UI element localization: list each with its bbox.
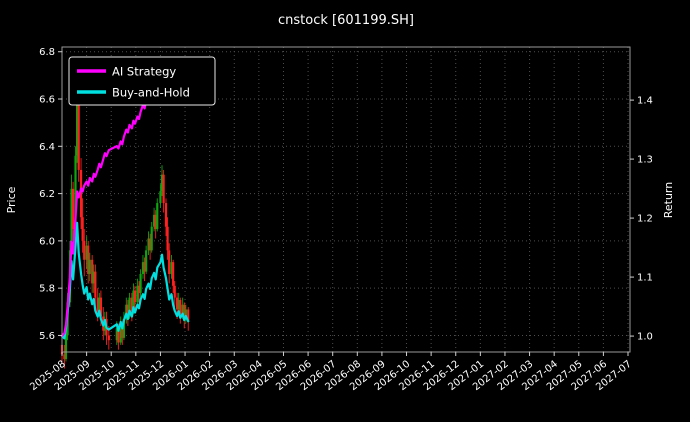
candle-body — [183, 304, 186, 319]
y-tick-label-left: 5.6 — [39, 331, 55, 342]
candle-body — [184, 309, 187, 319]
legend: AI Strategy Buy-and-Hold — [68, 56, 216, 106]
y-tick-label-right: 1.0 — [637, 332, 653, 343]
candle-body — [125, 304, 128, 319]
candle-body — [143, 262, 146, 272]
chart-title: cnstock [601199.SH] — [278, 13, 414, 28]
candle-body — [83, 240, 86, 260]
candle-body — [141, 262, 145, 274]
candle-body — [122, 318, 126, 338]
candle-body — [107, 335, 110, 341]
candle-body — [164, 203, 168, 227]
y-tick-label-left: 6.0 — [39, 236, 55, 247]
candle-body — [160, 174, 164, 192]
candle-body — [179, 299, 182, 315]
candle-body — [166, 226, 169, 251]
candle-body — [64, 335, 68, 360]
grid — [61, 47, 630, 352]
candle-body — [70, 188, 73, 251]
candle-body — [149, 238, 152, 251]
candle-body — [187, 309, 190, 322]
y-tick-label-left: 6.8 — [39, 47, 55, 58]
candle-body — [159, 191, 162, 204]
candle-body — [92, 271, 95, 284]
candle-body — [173, 285, 176, 298]
candle-body — [132, 290, 135, 312]
candle-body — [154, 214, 157, 230]
candle-body — [85, 245, 88, 260]
candle-body — [152, 214, 156, 227]
candle-body — [72, 188, 75, 230]
candle-body — [172, 262, 175, 286]
candle-body — [181, 304, 184, 315]
candle-body — [115, 328, 118, 341]
y-tick-label-left: 6.2 — [39, 189, 55, 200]
y-tick-label-left: 5.8 — [39, 284, 55, 295]
candle-body — [74, 155, 77, 230]
candle-body — [75, 103, 79, 156]
candle-body — [168, 250, 171, 274]
buy-and-hold-polyline — [60, 221, 190, 340]
candle-body — [130, 297, 133, 312]
candlestick-series — [60, 75, 190, 369]
price-axis-label: Price — [5, 186, 18, 213]
y-tick-label-left: 6.6 — [39, 95, 55, 106]
candle-body — [94, 271, 97, 298]
candle-body — [81, 217, 84, 241]
candle-body — [63, 354, 66, 360]
candle-body — [128, 297, 131, 317]
candle-body — [88, 259, 91, 274]
plot-border — [61, 46, 631, 353]
candle-body — [176, 297, 179, 310]
candle-body — [87, 245, 90, 274]
legend-label-buy-and-hold: Buy-and-Hold — [112, 86, 190, 100]
y-tick-label-right: 1.4 — [637, 96, 653, 107]
candle-body — [98, 297, 101, 312]
y-tick-label-right: 1.1 — [637, 273, 653, 284]
candle-body — [147, 238, 150, 251]
candle-body — [99, 297, 102, 317]
candle-body — [121, 323, 124, 338]
candle-body — [119, 323, 122, 343]
candle-body — [139, 273, 142, 293]
candle-body — [170, 262, 173, 274]
legend-label-ai-strategy: AI Strategy — [112, 65, 176, 79]
candle-body — [177, 299, 180, 310]
buy-and-hold-line — [60, 221, 190, 340]
candle-body — [91, 259, 94, 284]
y-tick-label-right: 1.2 — [637, 214, 653, 225]
return-axis-label: Return — [662, 182, 675, 219]
candle-body — [77, 103, 80, 170]
candle-body — [136, 285, 139, 303]
candle-body — [162, 174, 165, 204]
candle-body — [126, 304, 129, 317]
y-tick-label-right: 1.3 — [637, 155, 653, 166]
candle-body — [150, 226, 153, 251]
candle-body — [117, 328, 120, 343]
candle-body — [133, 290, 137, 303]
y-tick-label-left: 6.4 — [39, 142, 55, 153]
candle-body — [79, 169, 83, 218]
candle-body — [137, 285, 141, 293]
candle-body — [156, 203, 159, 230]
candle-body — [96, 297, 99, 312]
candle-body — [145, 250, 148, 272]
